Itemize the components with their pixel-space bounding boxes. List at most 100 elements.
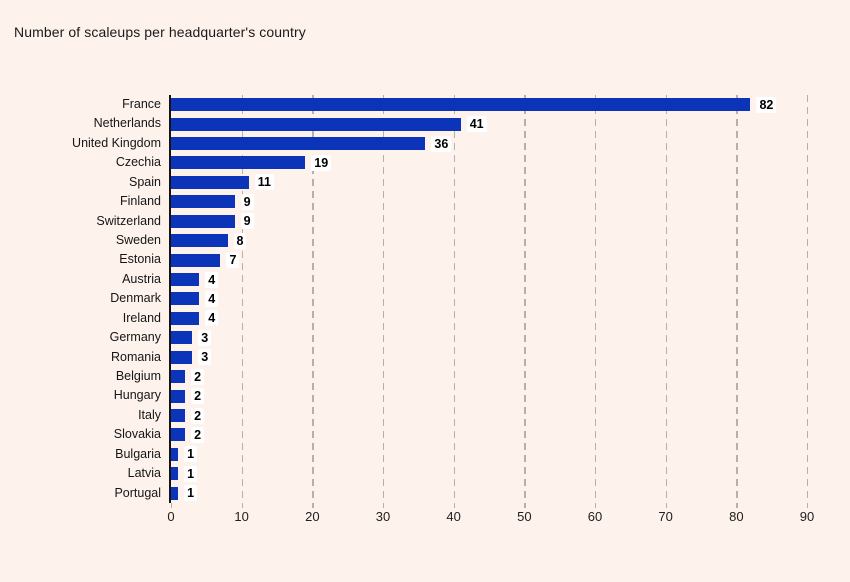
x-tick-label: 60 <box>587 509 603 524</box>
y-axis-label: Romania <box>110 349 161 364</box>
bar-value-label: 82 <box>756 96 777 113</box>
bar <box>171 467 179 481</box>
gridline <box>736 95 738 503</box>
bar-value-label: 11 <box>254 174 274 191</box>
bar-value-label: 36 <box>431 135 452 152</box>
x-tick-mark <box>171 503 173 508</box>
bar-value-label: 4 <box>205 310 219 327</box>
bar-value-label: 4 <box>205 271 219 288</box>
bar-row: 82 <box>171 95 822 114</box>
bar-value-label: 3 <box>198 349 212 366</box>
bar <box>171 195 235 209</box>
bar-value-label: 1 <box>184 465 198 482</box>
bar <box>171 409 186 423</box>
bar-value-label: 2 <box>191 388 205 405</box>
x-tick-mark <box>595 503 597 508</box>
bar-row: 2 <box>171 386 822 405</box>
bar-value-label: 2 <box>191 426 205 443</box>
bar-value-label: 41 <box>466 116 487 133</box>
bar-row: 2 <box>171 406 822 425</box>
x-tick-mark <box>383 503 385 508</box>
x-tick-label: 70 <box>658 509 673 524</box>
bar-row: 8 <box>171 231 822 250</box>
y-axis-label: Estonia <box>119 252 161 267</box>
x-tick-label: 10 <box>234 509 249 524</box>
y-axis-label: Italy <box>138 407 161 422</box>
bar-value-label: 2 <box>191 368 205 385</box>
bar-row: 1 <box>171 484 822 503</box>
bar-row: 41 <box>171 114 822 133</box>
gridline <box>241 95 244 503</box>
x-tick-label: 80 <box>729 509 744 524</box>
bar-value-label: 1 <box>184 485 198 502</box>
y-axis-label: Czechia <box>115 155 161 170</box>
y-axis-label: Netherlands <box>93 116 161 131</box>
bar-row: 9 <box>171 192 822 211</box>
bar-value-label: 3 <box>198 329 212 346</box>
y-axis-label: Austria <box>122 271 161 286</box>
bar <box>171 214 235 228</box>
bar-row: 19 <box>171 153 822 172</box>
bar-row: 1 <box>171 445 822 464</box>
bar-row: 3 <box>171 348 822 367</box>
gridline <box>524 95 526 503</box>
bar-value-label: 2 <box>191 407 205 424</box>
bar-row: 4 <box>171 309 822 328</box>
bar-value-label: 9 <box>240 213 254 230</box>
bar-row: 2 <box>171 367 822 386</box>
y-axis-label: Bulgaria <box>115 446 161 461</box>
x-tick-label: 50 <box>517 509 532 524</box>
x-tick-mark <box>807 503 809 508</box>
bar <box>171 447 179 461</box>
bar <box>171 331 193 345</box>
bar-row: 1 <box>171 464 822 483</box>
x-tick-mark <box>736 503 738 508</box>
bar <box>171 234 228 248</box>
x-tick-label: 40 <box>446 509 461 524</box>
gridline <box>453 95 456 503</box>
y-axis-label: France <box>122 97 161 111</box>
y-axis-label: Germany <box>109 330 161 345</box>
y-axis-label: Belgium <box>115 369 161 383</box>
y-axis-label: United Kingdom <box>72 135 161 150</box>
x-tick-label: 90 <box>799 509 815 524</box>
bar <box>171 273 200 287</box>
gridline <box>665 95 668 503</box>
x-tick-mark <box>453 503 456 508</box>
bar <box>171 137 426 151</box>
x-tick-mark <box>665 503 668 508</box>
bar-value-label: 19 <box>311 154 332 171</box>
bar <box>171 175 249 189</box>
y-axis-label: Switzerland <box>96 213 161 228</box>
gridline <box>807 95 809 503</box>
gridline <box>383 95 385 503</box>
y-axis-label: Slovakia <box>113 427 161 442</box>
bar-value-label: 8 <box>233 232 247 249</box>
bar <box>171 156 306 170</box>
y-axis-label: Latvia <box>127 466 161 481</box>
x-tick-label: 30 <box>375 509 391 524</box>
plot-area: 82 41 36 19 11 9 9 8 7 4 4 4 3 3 2 2 2 2 1 1 1 0 10 20 30 40 50 60… <box>167 95 822 524</box>
bar <box>171 292 200 306</box>
bar <box>171 98 751 112</box>
bar-value-label: 1 <box>184 446 198 463</box>
bar <box>171 486 179 500</box>
bar-row: 3 <box>171 328 822 347</box>
y-axis-label: Finland <box>120 194 161 209</box>
gridline <box>312 95 314 503</box>
bar <box>171 370 186 384</box>
x-tick-mark <box>524 503 526 508</box>
bar <box>171 117 461 131</box>
bar-value-label: 4 <box>205 290 219 307</box>
bar-row: 11 <box>171 173 822 192</box>
bar-row: 9 <box>171 212 822 231</box>
bar-row: 4 <box>171 270 822 289</box>
x-tick-label: 20 <box>305 509 320 524</box>
bar-row: 7 <box>171 250 822 269</box>
y-axis-label: Hungary <box>113 388 161 403</box>
y-axis-label: Sweden <box>115 233 161 247</box>
bar-value-label: 9 <box>240 193 254 210</box>
bar-row: 4 <box>171 289 822 308</box>
y-axis-label: Spain <box>129 174 161 189</box>
